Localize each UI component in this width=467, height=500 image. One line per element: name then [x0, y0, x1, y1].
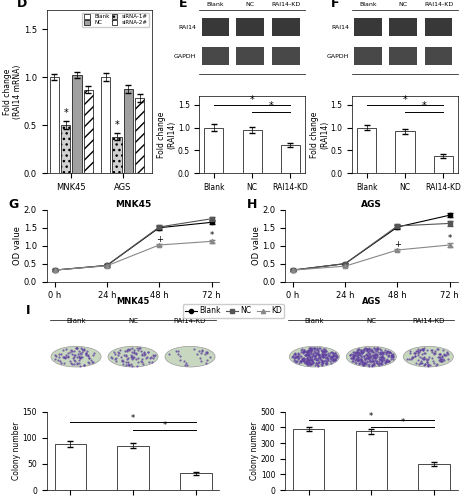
Y-axis label: Fold change
(RAI14): Fold change (RAI14): [157, 111, 176, 158]
Text: GAPDH: GAPDH: [174, 54, 196, 59]
Circle shape: [51, 346, 101, 367]
Bar: [124, 88, 133, 173]
Bar: [101, 77, 110, 173]
Text: *: *: [250, 94, 255, 104]
FancyBboxPatch shape: [202, 18, 229, 36]
Text: Blank: Blank: [206, 2, 224, 7]
Text: Blank: Blank: [304, 318, 324, 324]
Text: *: *: [448, 234, 452, 244]
Bar: [180, 474, 212, 490]
Text: GAPDH: GAPDH: [327, 54, 349, 59]
Text: I: I: [26, 304, 30, 317]
Title: MNK45: MNK45: [116, 298, 150, 306]
FancyBboxPatch shape: [354, 18, 382, 36]
Bar: [434, 156, 453, 173]
Text: +: +: [156, 234, 163, 244]
FancyBboxPatch shape: [354, 48, 382, 65]
Bar: [61, 125, 71, 173]
Text: Blank: Blank: [359, 2, 377, 7]
Text: *: *: [209, 231, 213, 240]
Y-axis label: OD value: OD value: [14, 226, 22, 265]
Circle shape: [347, 346, 396, 367]
FancyBboxPatch shape: [272, 48, 300, 65]
FancyBboxPatch shape: [236, 18, 264, 36]
Y-axis label: Colony number: Colony number: [12, 422, 21, 480]
Bar: [418, 464, 450, 490]
Y-axis label: OD value: OD value: [252, 226, 261, 265]
Bar: [55, 444, 86, 490]
Circle shape: [289, 346, 340, 367]
Bar: [357, 128, 376, 173]
Bar: [293, 429, 324, 490]
Text: NC: NC: [128, 318, 138, 324]
Bar: [242, 130, 262, 173]
Circle shape: [403, 346, 453, 367]
Bar: [113, 136, 122, 173]
Text: *: *: [64, 108, 68, 118]
Title: AGS: AGS: [395, 0, 415, 1]
Text: NC: NC: [398, 2, 407, 7]
Bar: [135, 98, 144, 173]
Text: *: *: [422, 102, 426, 112]
Text: NC: NC: [246, 2, 255, 7]
Bar: [72, 75, 82, 173]
Circle shape: [108, 346, 158, 367]
Bar: [50, 77, 59, 173]
Title: MNK45: MNK45: [115, 200, 151, 209]
Legend: Blank, NC, KD: Blank, NC, KD: [183, 304, 284, 318]
Bar: [204, 128, 223, 173]
Text: RAI14-KD: RAI14-KD: [424, 2, 453, 7]
Text: J: J: [264, 304, 269, 317]
Text: *: *: [403, 94, 407, 104]
Y-axis label: Fold change
(RAI14): Fold change (RAI14): [310, 111, 329, 158]
FancyBboxPatch shape: [202, 48, 229, 65]
Text: NC: NC: [366, 318, 376, 324]
Y-axis label: Fold change
(RAI14 mRNA): Fold change (RAI14 mRNA): [3, 64, 22, 118]
Text: *: *: [163, 422, 167, 430]
Text: *: *: [369, 412, 374, 421]
FancyBboxPatch shape: [236, 48, 264, 65]
Bar: [396, 131, 415, 173]
Text: Blank: Blank: [66, 318, 86, 324]
Y-axis label: Colony number: Colony number: [250, 422, 259, 480]
Text: *: *: [401, 418, 405, 428]
FancyBboxPatch shape: [389, 48, 417, 65]
Text: RAI14: RAI14: [178, 24, 196, 29]
Text: E: E: [178, 0, 187, 10]
Text: +: +: [394, 240, 401, 249]
Text: G: G: [9, 198, 19, 211]
Legend: Blank, NC, siRNA-1#, siRNA-2#: Blank, NC, siRNA-1#, siRNA-2#: [82, 13, 149, 27]
Text: RAI14-KD: RAI14-KD: [271, 2, 301, 7]
Text: *: *: [269, 102, 274, 112]
Text: F: F: [331, 0, 340, 10]
Text: D: D: [17, 0, 28, 10]
Title: AGS: AGS: [361, 200, 382, 209]
FancyBboxPatch shape: [425, 18, 453, 36]
Text: RAI14-KD: RAI14-KD: [174, 318, 206, 324]
Bar: [281, 145, 300, 173]
Bar: [117, 446, 149, 490]
Title: AGS: AGS: [361, 298, 381, 306]
Text: H: H: [247, 198, 257, 211]
FancyBboxPatch shape: [425, 48, 453, 65]
Bar: [356, 432, 387, 490]
Text: *: *: [131, 414, 135, 422]
Bar: [84, 90, 93, 173]
FancyBboxPatch shape: [272, 18, 300, 36]
Text: *: *: [115, 120, 120, 130]
FancyBboxPatch shape: [389, 18, 417, 36]
Text: RAI14-KD: RAI14-KD: [412, 318, 445, 324]
Circle shape: [165, 346, 215, 367]
Text: RAI14: RAI14: [331, 24, 349, 29]
Title: MNK45: MNK45: [235, 0, 269, 1]
